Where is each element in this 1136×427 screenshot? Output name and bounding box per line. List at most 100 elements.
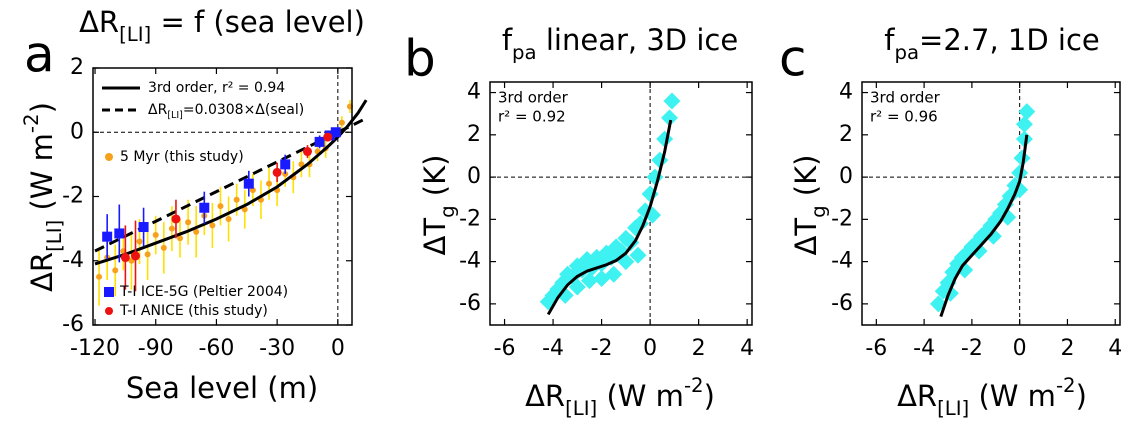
y-axis-label-part: ΔR xyxy=(25,252,59,292)
point xyxy=(323,132,333,142)
point xyxy=(970,242,988,260)
legend-marker xyxy=(105,153,113,161)
y-tick-label: 0 xyxy=(70,119,84,144)
x-tick-label: 0 xyxy=(331,336,345,361)
annotation: r² = 0.96 xyxy=(870,108,938,126)
y-axis-label-part: ΔT xyxy=(418,218,452,256)
point xyxy=(663,92,681,110)
panel-label: c xyxy=(779,30,807,88)
x-tick-label: -2 xyxy=(961,336,983,361)
fit-line xyxy=(94,99,368,266)
point xyxy=(298,161,305,168)
y-axis-label-part: (W m xyxy=(25,133,59,220)
point xyxy=(272,167,282,177)
point xyxy=(160,244,167,251)
legend-label: T-I ICE-5G (Peltier 2004) xyxy=(119,284,288,300)
point xyxy=(999,208,1017,226)
legend-label: 5 Myr (this study) xyxy=(120,149,244,165)
x-tick-label: -6 xyxy=(494,336,516,361)
fit-line xyxy=(939,134,1029,318)
x-tick-label: -120 xyxy=(70,336,120,361)
point xyxy=(199,202,210,213)
point xyxy=(152,232,159,239)
y-tick-label: 0 xyxy=(839,164,853,189)
annotation: 3rd order xyxy=(498,89,569,107)
y-axis-label-part: g xyxy=(807,205,830,218)
x-tick-label: 0 xyxy=(643,336,657,361)
point xyxy=(266,180,273,187)
fit-line xyxy=(546,119,673,316)
y-axis-label-part: (K) xyxy=(789,155,823,206)
point xyxy=(338,119,345,126)
x-tick-label: 4 xyxy=(1108,336,1122,361)
y-tick-label: 4 xyxy=(839,80,853,105)
point xyxy=(314,136,325,147)
y-tick-label: -4 xyxy=(459,249,481,274)
point xyxy=(185,219,192,226)
panel-label: b xyxy=(404,30,436,88)
chart-title-part: linear, 3D ice xyxy=(537,23,739,57)
legend-label-part: [LI] xyxy=(167,110,183,121)
point xyxy=(171,214,181,224)
point xyxy=(1015,115,1033,133)
y-tick-label: 2 xyxy=(839,122,853,147)
plot-frame xyxy=(861,81,1121,326)
point xyxy=(114,228,125,239)
x-tick-label: -2 xyxy=(591,336,613,361)
panel-label: a xyxy=(24,26,55,84)
y-axis-label-part: (K) xyxy=(418,155,452,206)
legend-label: ΔR[LI]=0.0308×Δ(seal) xyxy=(148,102,304,121)
point xyxy=(144,251,151,258)
x-tick-label: -90 xyxy=(138,336,174,361)
y-tick-label: -6 xyxy=(459,291,481,316)
annotation: 3rd order xyxy=(870,89,941,107)
x-axis-label-part: [LI] xyxy=(565,397,597,420)
point xyxy=(661,109,679,127)
legend-label: T-I ANICE (this study) xyxy=(119,303,268,319)
x-tick-label: 2 xyxy=(692,336,706,361)
point xyxy=(168,225,175,232)
y-tick-label: 4 xyxy=(467,80,481,105)
x-tick-label: 0 xyxy=(1013,336,1027,361)
y-tick-label: -2 xyxy=(459,206,481,231)
chart-title-part: f xyxy=(884,23,895,57)
chart-title-part: [LI] xyxy=(119,23,151,46)
point xyxy=(96,273,103,280)
point xyxy=(102,231,113,242)
chart-title: fpa linear, 3D ice xyxy=(502,23,738,64)
y-tick-label: -4 xyxy=(831,249,853,274)
legend-label-part: =0.0308×Δ(seal) xyxy=(183,102,304,118)
point xyxy=(593,270,611,287)
x-tick-label: -4 xyxy=(913,336,935,361)
x-axis-label-part: [LI] xyxy=(937,397,969,420)
legend-marker xyxy=(104,287,114,297)
y-axis-label: ΔR[LI] (W m-2) xyxy=(20,102,66,292)
x-axis-label-part: ΔR xyxy=(897,379,937,413)
x-tick-label: 4 xyxy=(740,336,754,361)
legend-label: 3rd order, r² = 0.94 xyxy=(148,80,285,96)
y-tick-label: -4 xyxy=(62,248,84,273)
chart-title-part: = f (sea level) xyxy=(151,5,365,39)
plot-frame xyxy=(92,67,353,326)
y-axis-label-part: [LI] xyxy=(43,220,66,252)
x-tick-label: -30 xyxy=(259,336,295,361)
point xyxy=(138,222,149,233)
x-axis-label-part: ) xyxy=(1076,379,1087,413)
x-tick-label: -6 xyxy=(865,336,887,361)
x-axis-label: ΔR[LI] (W m-2) xyxy=(525,374,715,420)
y-tick-label: 2 xyxy=(70,55,84,80)
annotation: r² = 0.92 xyxy=(498,108,566,126)
x-axis-label-part: -2 xyxy=(684,374,704,397)
y-axis-label-part: ΔT xyxy=(789,218,823,256)
point xyxy=(956,261,974,279)
chart-title: fpa=2.7, 1D ice xyxy=(884,23,1100,64)
legend-marker xyxy=(105,307,113,315)
point xyxy=(217,203,224,210)
y-axis-label: ΔTg (K) xyxy=(789,155,830,256)
y-tick-label: 0 xyxy=(467,164,481,189)
x-axis-label: Sea level (m) xyxy=(126,371,318,405)
point xyxy=(302,147,312,157)
x-axis-label: ΔR[LI] (W m-2) xyxy=(897,374,1087,420)
point xyxy=(136,238,143,245)
